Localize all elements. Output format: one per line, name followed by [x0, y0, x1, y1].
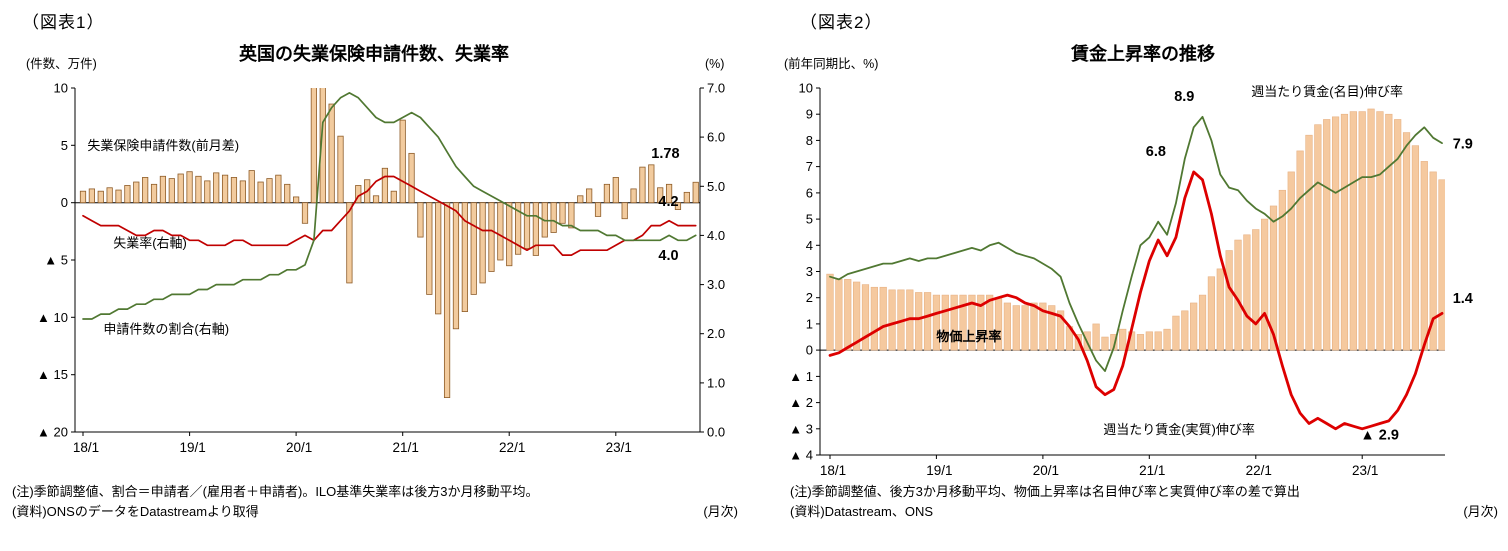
right-axis-tick-label: 6.0: [707, 130, 725, 145]
x-axis-tick-label: 23/1: [606, 440, 632, 455]
annotation: 週当たり賃金(実質)伸び率: [1103, 422, 1255, 437]
left-axis-tick-label: 0: [806, 343, 813, 358]
left-axis-tick-label: 10: [54, 81, 68, 96]
figure1-panel: （図表1） 英国の失業保険申請件数、失業率 10 5 0 ▲ 5 ▲ 10 ▲ 15 ▲ 2…: [0, 0, 748, 551]
left-axis-tick-label: ▲ 3: [789, 421, 813, 436]
x-axis-tick-label: 22/1: [499, 440, 525, 455]
annotation: 失業率(右軸): [113, 236, 187, 251]
figure2-label: （図表2）: [800, 13, 883, 32]
left-axis-tick-label: 5: [61, 138, 68, 153]
line-series: [82, 92, 697, 320]
left-axis-tick-label: ▲ 4: [789, 448, 813, 463]
x-axis-tick-label: 19/1: [926, 463, 952, 478]
left-axis-tick-label: 0: [61, 195, 68, 210]
right-axis-tick-label: 0.0: [707, 425, 725, 440]
annotation: 物価上昇率: [936, 329, 1001, 344]
figure1-chart: 10 5 0 ▲ 5 ▲ 10 ▲ 15 ▲ 20 7.0 6.0 5.0 4.0 3.0 2.0 1.0…: [26, 56, 725, 455]
right-axis-tick-label: 5.0: [707, 179, 725, 194]
right-axis-unit-label: (%): [705, 57, 724, 71]
figure2-title: 賃金上昇率の推移: [1071, 44, 1215, 64]
series-group: [826, 108, 1445, 431]
line-series: [828, 170, 1444, 431]
left-axis-unit-label: (件数、万件): [26, 56, 97, 71]
left-axis-tick-label: 10: [799, 81, 813, 96]
figure2-note-method: (注)季節調整値、後方3か月移動平均、物価上昇率は名目伸び率と実質伸び率の差で算…: [790, 484, 1300, 499]
figure1-note-method: (注)季節調整値、割合＝申請者／(雇用者＋申請者)。ILO基準失業率は後方3か月…: [12, 484, 539, 499]
x-axis-tick-label: 21/1: [1139, 463, 1165, 478]
right-axis-tick-label: 1.0: [707, 375, 725, 390]
right-axis-tick-label: 3.0: [707, 277, 725, 292]
line-series: [829, 115, 1443, 373]
figure2-note-source: (資料)Datastream、ONS: [790, 504, 934, 519]
figure1-label: （図表1）: [22, 13, 105, 32]
x-axis-tick-label: 21/1: [393, 440, 419, 455]
left-axis-tick-label: 1: [806, 316, 813, 331]
annotation: 7.9: [1453, 136, 1473, 152]
left-axis-tick-label: ▲ 15: [37, 367, 68, 382]
left-axis-tick-label: 8: [806, 133, 813, 148]
annotation: 週当たり賃金(名目)伸び率: [1251, 84, 1403, 99]
x-axis-tick-label: 23/1: [1352, 463, 1378, 478]
figure1-note-source: (資料)ONSのデータをDatastreamより取得: [12, 504, 259, 519]
annotation: 4.2: [658, 194, 678, 210]
annotation: 8.9: [1174, 89, 1194, 105]
bar-series: [826, 108, 1445, 351]
left-axis-tick-label: 4: [806, 238, 813, 253]
x-axis-tick-label: 22/1: [1246, 463, 1272, 478]
annotation: 申請件数の割合(右軸): [103, 322, 229, 337]
right-axis-tick-label: 2.0: [707, 326, 725, 341]
left-axis-tick-label: 3: [806, 264, 813, 279]
annotation: 4.0: [658, 248, 678, 264]
left-axis-tick-label: 6: [806, 185, 813, 200]
annotation: 1.78: [651, 146, 679, 162]
annotation: 1.4: [1453, 291, 1473, 307]
x-axis-tick-label: 20/1: [286, 440, 312, 455]
x-axis-tick-label: 19/1: [179, 440, 205, 455]
left-axis-tick-label: ▲ 5: [44, 253, 68, 268]
figure2-frequency-label: (月次): [1463, 504, 1498, 519]
left-axis-tick-label: 5: [806, 212, 813, 227]
figure1-frequency-label: (月次): [703, 504, 738, 519]
line-series: [82, 175, 697, 256]
right-axis-tick-label: 4.0: [707, 228, 725, 243]
left-axis-tick-label: 7: [806, 159, 813, 174]
left-axis-tick-label: 9: [806, 107, 813, 122]
figure1-title: 英国の失業保険申請件数、失業率: [239, 44, 509, 64]
annotation: 失業保険申請件数(前月差): [87, 138, 239, 153]
annotation: ▲ 2.9: [1360, 427, 1399, 443]
right-axis-tick-label: 7.0: [707, 81, 725, 96]
left-axis-tick-label: ▲ 20: [37, 425, 68, 440]
left-axis-tick-label: 2: [806, 290, 813, 305]
left-axis-tick-label: ▲ 1: [789, 369, 813, 384]
left-axis-tick-label: ▲ 10: [37, 310, 68, 325]
bar-series: [79, 88, 699, 398]
left-axis-unit-label: (前年同期比、%): [784, 56, 878, 71]
x-axis-tick-label: 18/1: [73, 440, 99, 455]
series-group: [79, 88, 699, 398]
x-axis-tick-label: 20/1: [1033, 463, 1059, 478]
annotation: 6.8: [1146, 144, 1166, 160]
left-axis-tick-label: ▲ 2: [789, 395, 813, 410]
x-axis-tick-label: 18/1: [820, 463, 846, 478]
